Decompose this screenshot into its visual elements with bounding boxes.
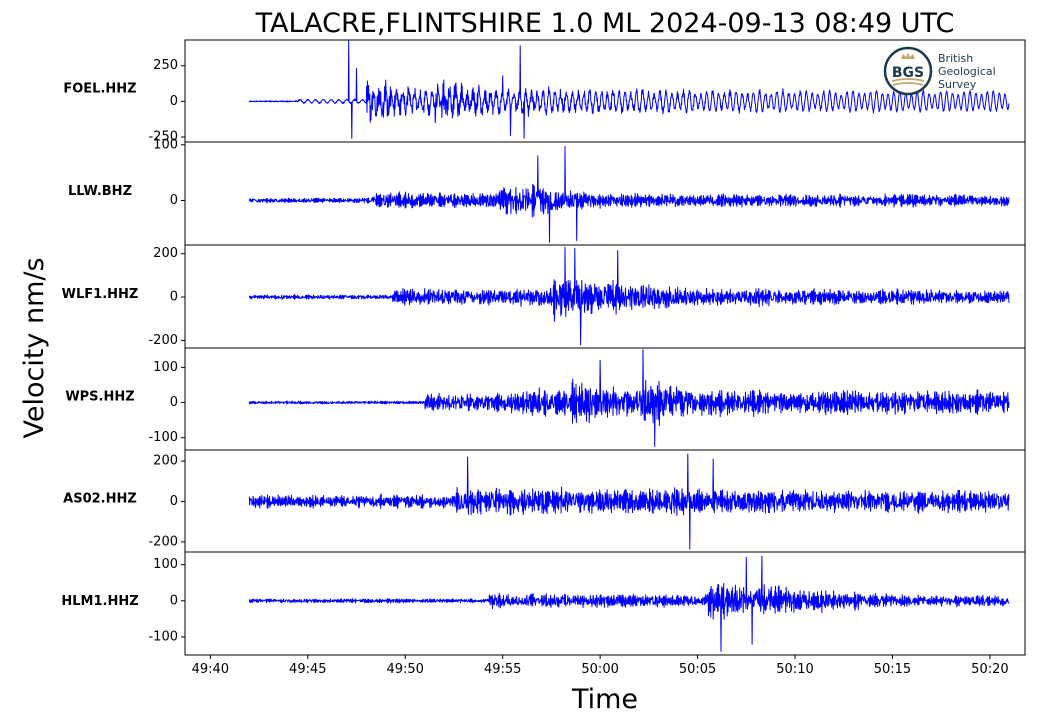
bgs-logo-line-1: British	[938, 52, 973, 65]
panel-as02-hhz: AS02.HHZ 200 0 -200	[63, 449, 1026, 553]
y-tick-label: -200	[148, 333, 178, 348]
bgs-logo: BGS British Geological Survey	[883, 46, 996, 96]
waveform-trace	[248, 349, 1010, 447]
logo-strata-icon	[891, 78, 925, 86]
y-tick-label: 100	[153, 557, 178, 572]
y-tick-label: 0	[170, 593, 178, 608]
y-tick-label: 0	[170, 193, 178, 208]
x-tick-label: 50:05	[679, 662, 716, 677]
station-label: WPS.HHZ	[65, 390, 134, 405]
x-tick-label: 49:45	[289, 662, 326, 677]
panel-hlm1-hhz: HLM1.HHZ 100 0 -100	[61, 551, 1026, 656]
panel-llw-bhz: LLW.BHZ 100 0	[68, 137, 1026, 246]
y-tick-label: -100	[148, 430, 178, 445]
x-tick-label: 50:20	[971, 662, 1008, 677]
y-tick-label: 200	[153, 246, 178, 261]
x-axis-title: Time	[571, 684, 638, 715]
x-tick-label: 49:40	[192, 662, 229, 677]
y-tick-label: -200	[148, 534, 178, 549]
waveform-trace	[248, 555, 1010, 652]
panel-frame	[184, 141, 1026, 246]
x-tick-label: 50:10	[776, 662, 813, 677]
y-tick-label: -100	[148, 629, 178, 644]
bgs-logo-line-3: Survey	[938, 78, 977, 91]
panel-wps-hhz: WPS.HHZ 100 0 -100	[65, 347, 1026, 451]
y-tick-label: 100	[153, 137, 178, 152]
bgs-logo-ring	[883, 46, 933, 96]
station-label: AS02.HHZ	[63, 492, 137, 507]
station-label: FOEL.HHZ	[63, 82, 136, 97]
bgs-logo-mark: BGS	[892, 65, 924, 81]
y-tick-label: 0	[170, 94, 178, 109]
y-tick-label: 100	[153, 360, 178, 375]
station-label: LLW.BHZ	[68, 184, 132, 199]
waveform-trace	[248, 453, 1010, 550]
station-panels: FOEL.HHZ 250 0 -250 LLW.BHZ 100 0 WLF1.HHZ 200 0 -…	[61, 39, 1026, 656]
waveform-trace	[248, 146, 1010, 243]
x-tick-label: 49:50	[386, 662, 423, 677]
station-label: WLF1.HHZ	[62, 287, 139, 302]
y-tick-label: 0	[170, 494, 178, 509]
bgs-logo-line-2: Geological	[938, 65, 996, 78]
y-axis-title: Velocity nm/s	[19, 257, 50, 438]
x-tick-label: 49:55	[484, 662, 521, 677]
panel-foel-hhz: FOEL.HHZ 250 0 -250	[63, 39, 1026, 145]
y-tick-label: -250	[148, 130, 178, 145]
x-tick-label: 50:15	[874, 662, 911, 677]
waveform-trace	[248, 39, 1010, 139]
panel-wlf1-hhz: WLF1.HHZ 200 0 -200	[62, 244, 1026, 349]
chart-title: TALACRE,FLINTSHIRE 1.0 ML 2024-09-13 08:…	[255, 8, 955, 39]
x-tick-label: 50:00	[581, 662, 618, 677]
x-axis: 49:40 49:45 49:50 49:55 50:00 50:05 50:10 50:15…	[192, 655, 1009, 677]
crown-icon	[901, 52, 915, 59]
y-tick-label: 250	[153, 58, 178, 73]
y-tick-label: 0	[170, 290, 178, 305]
y-tick-label: 200	[153, 454, 178, 469]
y-tick-label: 0	[170, 395, 178, 410]
station-label: HLM1.HHZ	[61, 594, 138, 609]
panel-frame	[184, 551, 1026, 656]
waveform-trace	[248, 246, 1010, 346]
